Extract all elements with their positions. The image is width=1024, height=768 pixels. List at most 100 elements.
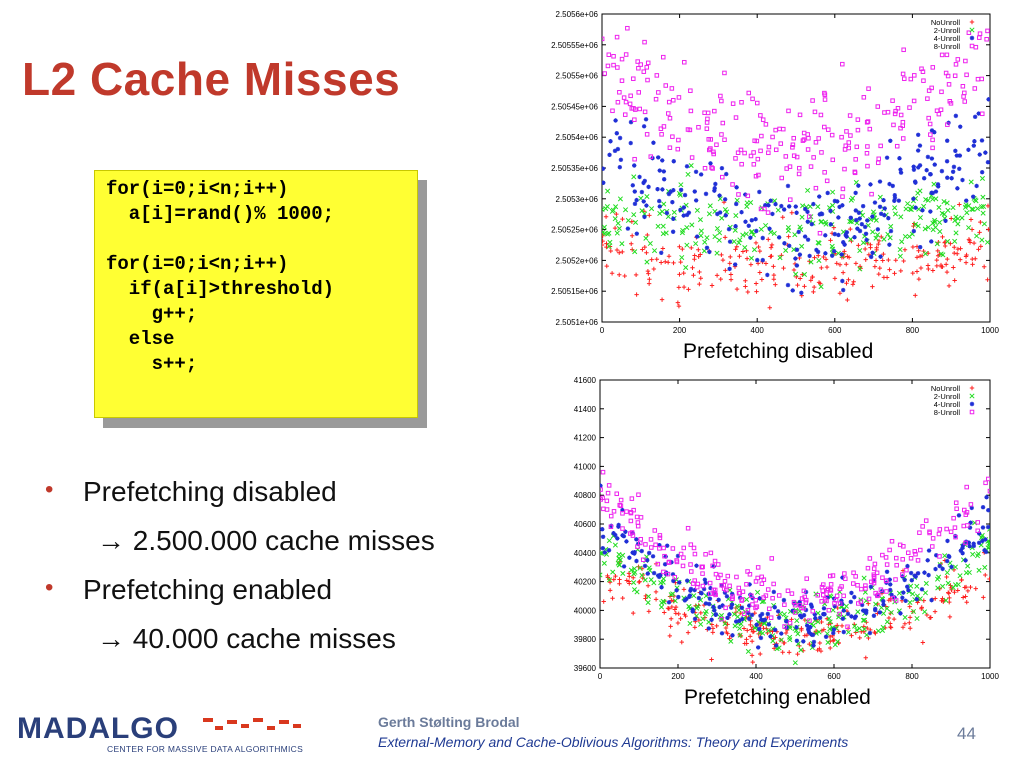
data-point	[809, 604, 815, 609]
data-point	[942, 553, 948, 559]
data-point	[875, 104, 881, 109]
data-point	[984, 36, 989, 42]
data-point	[934, 241, 940, 247]
data-point	[659, 209, 665, 215]
data-point	[631, 575, 636, 580]
data-point	[966, 147, 971, 153]
data-point	[939, 264, 944, 269]
data-point	[918, 547, 923, 553]
data-point	[952, 564, 959, 570]
data-point	[932, 162, 937, 167]
data-point	[805, 219, 810, 224]
data-point	[734, 574, 739, 580]
data-point	[954, 153, 960, 158]
data-point	[930, 544, 935, 549]
data-point	[921, 176, 927, 181]
data-point	[749, 593, 754, 599]
data-point	[602, 166, 606, 171]
data-point	[748, 199, 754, 206]
data-point	[971, 240, 977, 246]
data-point	[697, 269, 702, 275]
data-point	[939, 210, 945, 216]
data-point	[600, 495, 605, 501]
data-point	[952, 250, 957, 256]
data-point	[879, 627, 886, 633]
data-point	[806, 214, 812, 219]
data-point	[641, 124, 647, 129]
x-tick-label: 600	[827, 672, 841, 681]
data-point	[646, 184, 651, 190]
data-point	[693, 241, 699, 247]
data-point	[609, 208, 615, 214]
data-point	[680, 563, 686, 569]
data-point	[955, 588, 960, 593]
data-point	[676, 285, 682, 290]
data-point	[692, 253, 697, 258]
data-point	[742, 150, 747, 156]
x-tick-label: 400	[749, 672, 763, 681]
data-point	[748, 153, 754, 159]
data-point	[929, 597, 934, 603]
data-point	[694, 234, 700, 239]
data-point	[754, 289, 759, 294]
data-point	[787, 243, 792, 249]
data-point	[839, 134, 844, 140]
data-point	[945, 256, 950, 262]
data-point	[832, 231, 837, 237]
data-point	[730, 101, 736, 106]
data-point	[822, 90, 827, 96]
data-point	[614, 230, 620, 236]
data-point	[857, 216, 862, 221]
data-point	[920, 640, 926, 645]
data-point	[686, 210, 692, 215]
data-point	[780, 650, 785, 655]
data-point	[621, 95, 627, 100]
data-point	[866, 596, 872, 602]
data-point	[758, 226, 764, 232]
data-point	[641, 180, 646, 186]
data-point	[811, 643, 816, 648]
data-point	[900, 71, 906, 77]
data-point	[620, 507, 625, 513]
data-point	[608, 524, 614, 530]
data-point	[985, 160, 990, 165]
data-point	[851, 279, 856, 284]
data-point	[684, 164, 690, 169]
data-point	[946, 553, 951, 559]
data-point	[717, 604, 722, 610]
data-point	[752, 138, 757, 143]
data-point	[945, 175, 950, 180]
data-point	[750, 96, 755, 102]
data-point	[801, 605, 807, 611]
data-point	[765, 611, 771, 617]
data-point	[659, 250, 664, 256]
data-point	[845, 254, 850, 259]
data-point	[963, 539, 969, 544]
data-point	[712, 558, 718, 564]
data-point	[754, 228, 759, 234]
data-point	[681, 545, 686, 551]
data-point	[644, 259, 650, 265]
data-point	[882, 206, 887, 211]
data-point	[629, 106, 635, 111]
data-point	[940, 252, 946, 258]
data-point	[636, 579, 642, 585]
y-tick-label: 2.50535e+06	[551, 164, 598, 173]
scatter-plot-prefetching-disabled: 2.5051e+062.50515e+062.5052e+062.50525e+…	[551, 10, 999, 335]
data-point	[686, 287, 691, 292]
data-point	[901, 47, 906, 53]
data-point	[771, 272, 777, 278]
data-point	[769, 556, 775, 561]
data-point	[627, 581, 632, 586]
data-point	[914, 615, 920, 622]
data-point	[677, 244, 682, 249]
data-point	[712, 108, 717, 114]
data-point	[752, 610, 758, 616]
data-point	[608, 513, 614, 519]
data-point	[844, 129, 849, 134]
data-point	[822, 219, 829, 225]
data-point	[708, 585, 713, 591]
data-point	[642, 109, 648, 115]
data-point	[666, 600, 672, 605]
data-point	[888, 587, 893, 593]
